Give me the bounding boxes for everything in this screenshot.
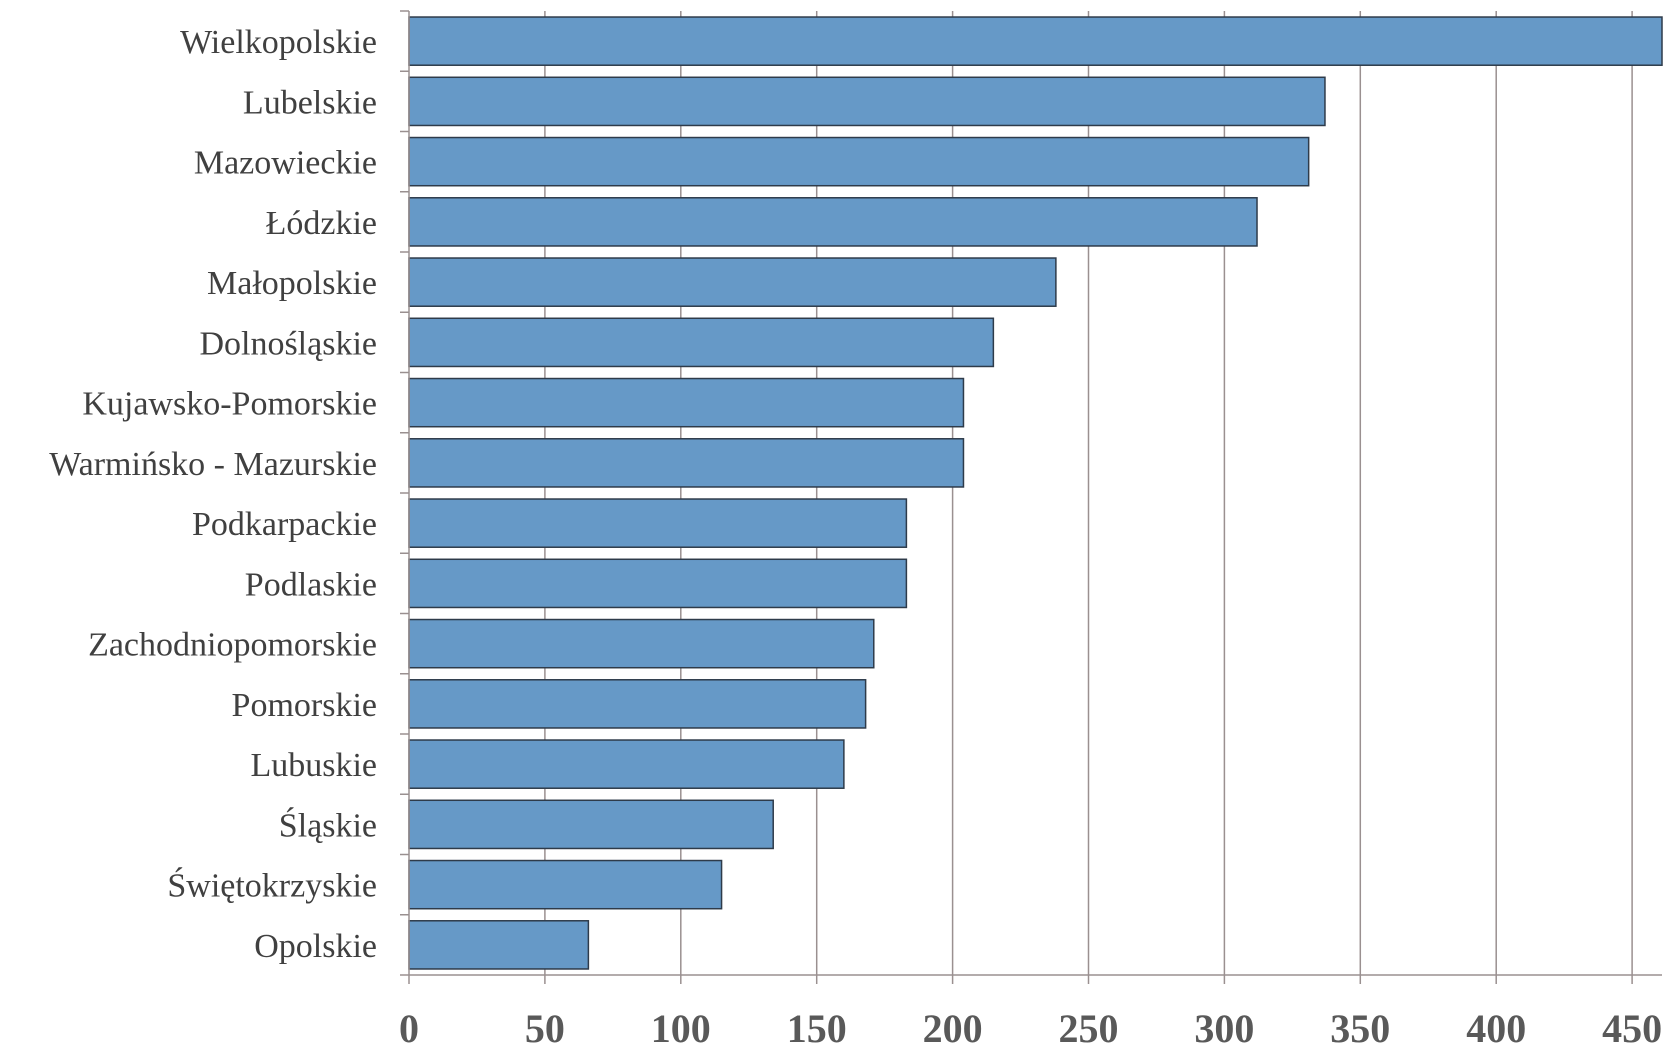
bar-1 <box>408 76 1326 127</box>
x-tick-labels: 0 50 100 150 200 250 300 350 400 450 <box>399 1006 1662 1048</box>
category-label-0: Wielkopolskie <box>180 24 377 61</box>
category-label-5: Dolnośląskie <box>199 325 377 362</box>
category-label-1: Lubelskie <box>243 84 377 121</box>
bar-0 <box>408 16 1663 66</box>
category-label-7: Warmińsko - Mazurskie <box>49 446 377 483</box>
bar-13 <box>408 799 774 850</box>
bar-7 <box>408 438 965 488</box>
bar-12 <box>408 739 845 789</box>
category-label-11: Pomorskie <box>232 687 377 724</box>
x-tick-label-300: 300 <box>1194 1006 1254 1048</box>
bar-3 <box>408 197 1258 247</box>
bars <box>408 16 1663 970</box>
bar-14 <box>408 859 723 910</box>
bar-8 <box>408 498 908 548</box>
category-label-2: Mazowieckie <box>194 145 377 182</box>
category-label-13: Śląskie <box>279 806 377 844</box>
x-tick-label-400: 400 <box>1466 1006 1526 1048</box>
x-tick-label-200: 200 <box>923 1006 983 1048</box>
x-tick-label-450: 450 <box>1602 1006 1662 1048</box>
category-label-15: Opolskie <box>254 928 377 965</box>
category-label-14: Świętokrzyskie <box>167 867 377 905</box>
x-tick-label-350: 350 <box>1330 1006 1390 1048</box>
axes <box>400 10 1662 984</box>
bar-5 <box>408 317 995 368</box>
bar-10 <box>408 618 875 669</box>
bar-2 <box>408 136 1310 187</box>
x-tick-label-150: 150 <box>787 1006 847 1048</box>
bar-9 <box>408 558 908 609</box>
x-tick-label-50: 50 <box>525 1006 565 1048</box>
x-tick-label-250: 250 <box>1059 1006 1119 1048</box>
category-label-9: Podlaskie <box>245 566 377 603</box>
category-label-8: Podkarpackie <box>192 506 377 543</box>
bar-4 <box>408 257 1057 307</box>
category-label-4: Małopolskie <box>207 265 377 302</box>
category-labels: Wielkopolskie Lubelskie Mazowieckie Łódzkie… <box>49 24 377 965</box>
x-tick-label-100: 100 <box>651 1006 711 1048</box>
bar-11 <box>408 679 867 729</box>
category-label-6: Kujawsko-Pomorskie <box>82 386 377 423</box>
category-label-3: Łódzkie <box>266 205 377 242</box>
bar-15 <box>408 920 590 970</box>
bar-6 <box>408 377 965 428</box>
category-label-12: Lubuskie <box>250 747 377 784</box>
x-tick-label-0: 0 <box>399 1006 419 1048</box>
category-label-10: Zachodniopomorskie <box>88 627 377 664</box>
